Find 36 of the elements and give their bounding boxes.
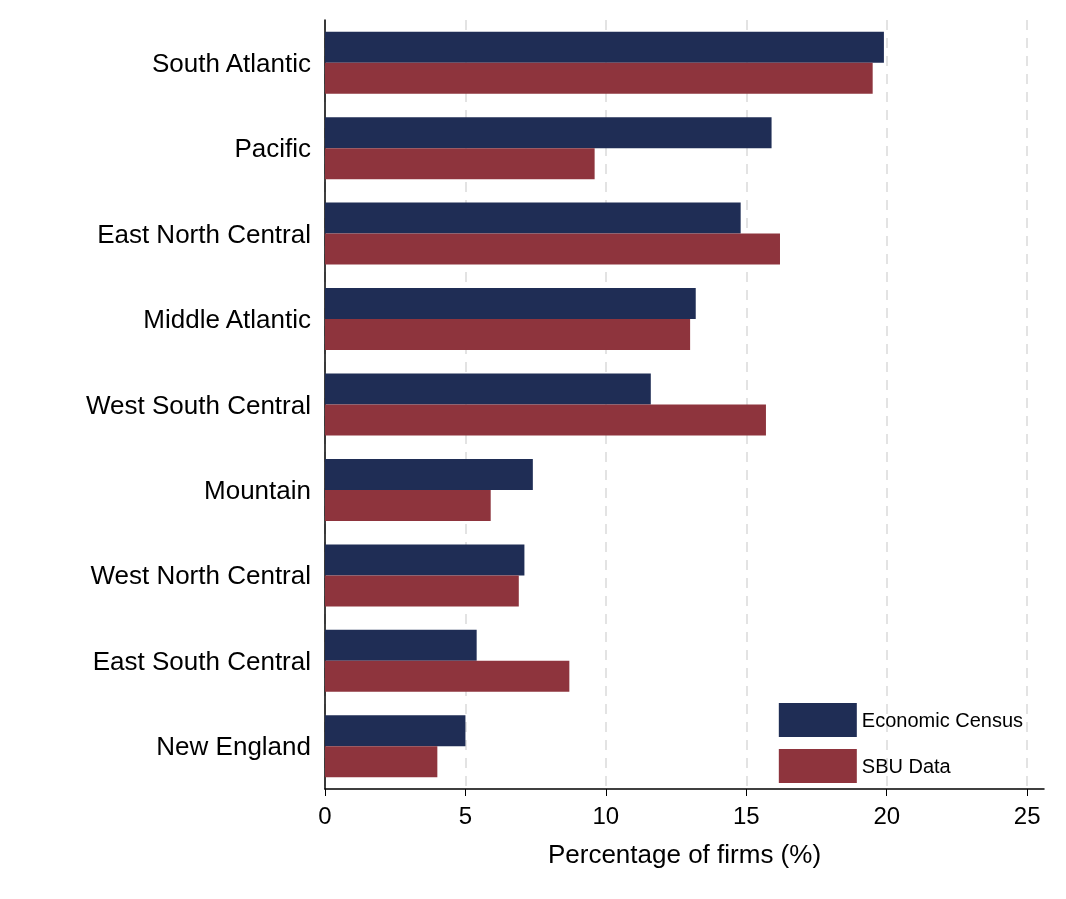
y-tick-label: New England — [156, 731, 311, 762]
y-tick-label: East North Central — [97, 218, 311, 249]
y-tick-label: West South Central — [86, 389, 311, 420]
bar — [325, 544, 525, 576]
bar — [325, 148, 595, 180]
bar — [325, 373, 651, 405]
bar — [325, 404, 766, 436]
x-axis-title: Percentage of firms (%) — [547, 839, 822, 869]
x-tick-label: 0 — [318, 801, 332, 829]
y-tick-label: Mountain — [204, 474, 311, 505]
bar — [325, 233, 780, 265]
y-tick-label: South Atlantic — [152, 47, 311, 78]
bar — [325, 288, 696, 320]
bar — [325, 117, 772, 149]
bar — [325, 458, 533, 490]
y-tick-label: Middle Atlantic — [143, 304, 311, 335]
bar — [325, 629, 477, 661]
bar — [325, 660, 570, 692]
bar — [325, 746, 438, 778]
y-tick-label: West North Central — [90, 560, 311, 591]
x-tick-label: 10 — [592, 801, 620, 829]
x-tick-label: 20 — [873, 801, 901, 829]
bar — [325, 202, 741, 234]
x-tick-label: 15 — [732, 801, 760, 829]
bar — [325, 31, 884, 63]
legend-label: Economic Census — [861, 709, 1024, 731]
y-tick-label: East South Central — [92, 645, 311, 676]
bar — [325, 575, 519, 607]
legend-label: SBU Data — [861, 755, 952, 777]
y-tick-label: Pacific — [234, 133, 311, 164]
x-tick-label: 5 — [458, 801, 473, 829]
bar — [325, 319, 691, 351]
bar — [325, 489, 491, 521]
bar — [325, 715, 466, 747]
x-tick-label: 25 — [1013, 801, 1041, 829]
bar — [325, 62, 873, 94]
